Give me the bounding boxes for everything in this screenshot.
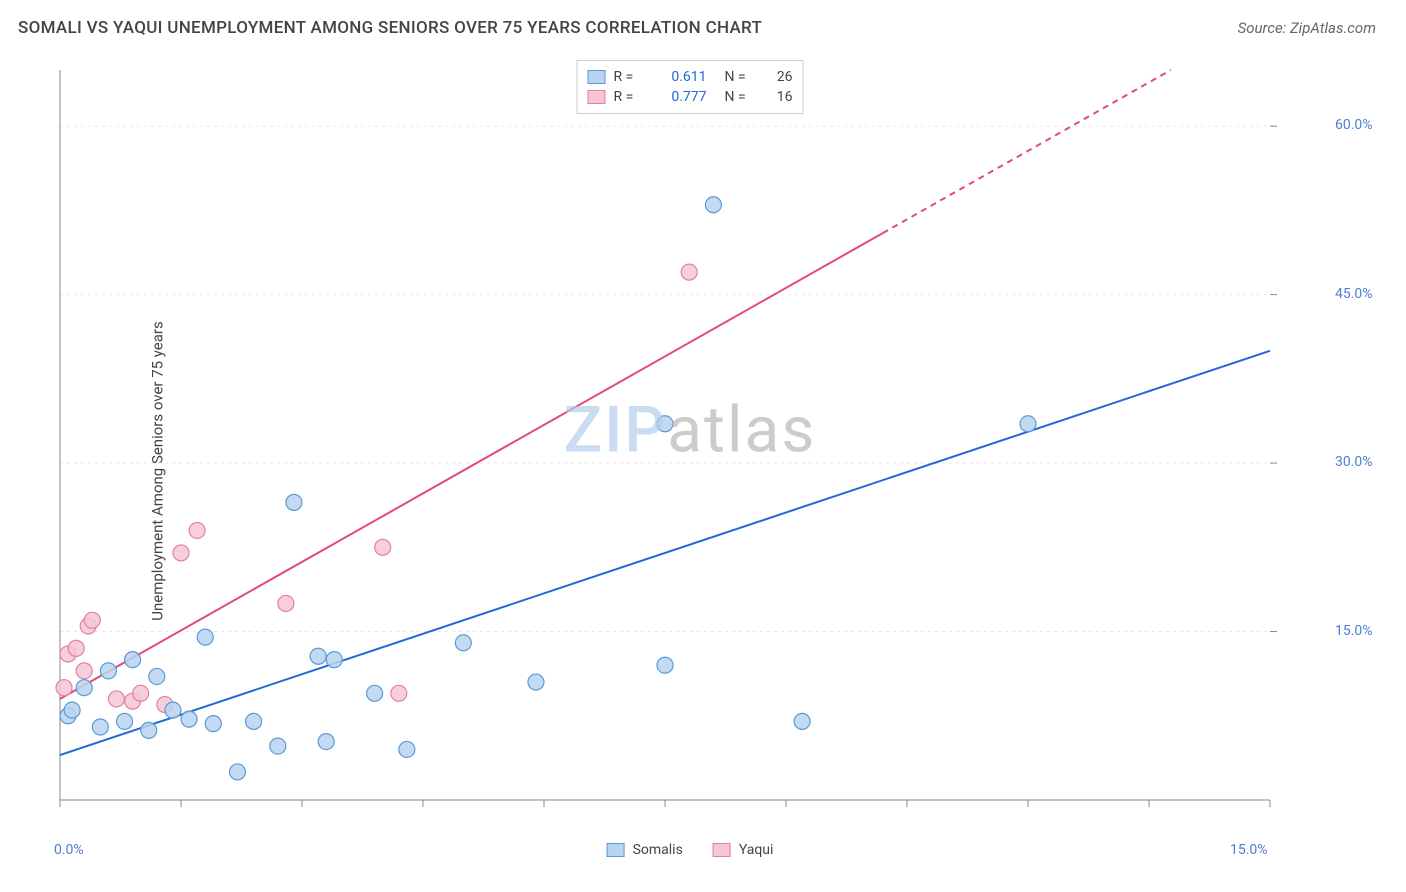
legend-row-yaqui: R = 0.777 N = 16 (588, 87, 793, 107)
n-label: N = (725, 89, 755, 105)
legend-swatch-yaqui-icon (713, 843, 731, 857)
legend-swatch-somalis (588, 70, 606, 84)
x-tick-label: 15.0% (1230, 842, 1268, 858)
r-value-yaqui: 0.777 (652, 89, 707, 105)
legend-row-somalis: R = 0.611 N = 26 (588, 67, 793, 87)
n-label: N = (725, 69, 755, 85)
source-label: Source: ZipAtlas.com (1238, 19, 1376, 37)
r-value-somalis: 0.611 (652, 69, 707, 85)
y-tick-label: 15.0% (1335, 623, 1385, 639)
series-legend: Somalis Yaqui (607, 842, 774, 858)
n-value-yaqui: 16 (763, 89, 793, 105)
y-tick-label: 30.0% (1335, 454, 1385, 470)
correlation-legend: R = 0.611 N = 26 R = 0.777 N = 16 (577, 60, 804, 114)
legend-item-somalis: Somalis (607, 842, 683, 858)
y-tick-label: 45.0% (1335, 286, 1385, 302)
chart-title: SOMALI VS YAQUI UNEMPLOYMENT AMONG SENIO… (18, 18, 762, 38)
n-value-somalis: 26 (763, 69, 793, 85)
y-tick-label: 60.0% (1335, 117, 1385, 133)
x-tick-label: 0.0% (54, 842, 84, 858)
legend-label-somalis: Somalis (633, 842, 683, 858)
legend-swatch-somalis-icon (607, 843, 625, 857)
r-label: R = (614, 89, 644, 105)
chart-container: Unemployment Among Seniors over 75 years… (0, 50, 1406, 892)
legend-label-yaqui: Yaqui (739, 842, 774, 858)
chart-svg (50, 60, 1330, 830)
legend-swatch-yaqui (588, 90, 606, 104)
r-label: R = (614, 69, 644, 85)
legend-item-yaqui: Yaqui (713, 842, 774, 858)
plot-area: ZIPatlas R = 0.611 N = 26 R = 0.777 N = … (50, 60, 1330, 830)
